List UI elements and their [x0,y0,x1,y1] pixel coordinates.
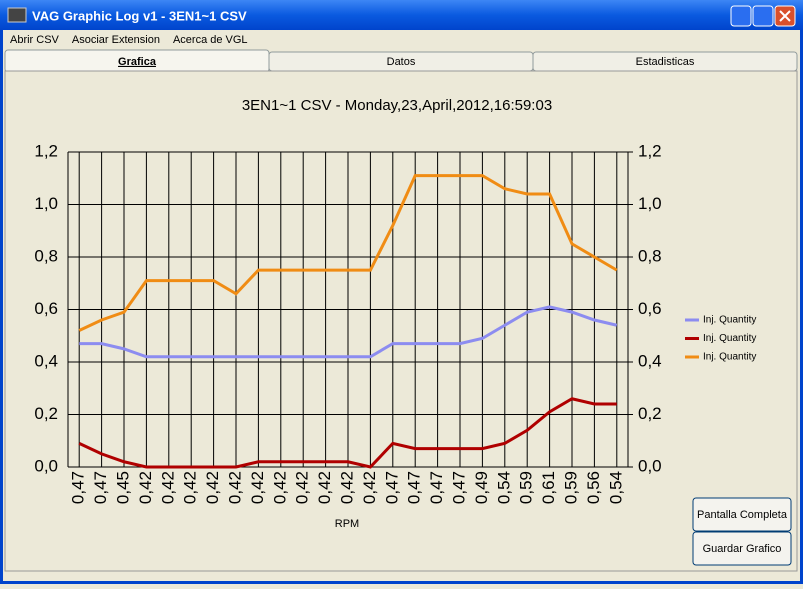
title-bar [0,0,803,30]
chart: 0,0 0,2 0,4 0,6 0,8 1,0 1,2 0,0 0,2 0,4 0,6 0,8 1,0 1… [34,141,756,504]
button-label[interactable]: Guardar Grafico [703,543,782,555]
x-tick-label: 0,45 [113,471,132,504]
x-tick-label: 0,59 [517,471,536,504]
x-tick-label: 0,47 [449,471,468,504]
x-tick-label: 0,42 [248,471,267,504]
close-icon [779,10,791,22]
y-tick-label: 0,0 [34,456,58,475]
minimize-button[interactable] [730,5,752,27]
y2-tick-label: 0,4 [638,351,662,370]
button-group: Pantalla Completa Guardar Grafico [692,497,792,566]
y2-tick-label: 1,0 [638,194,662,213]
x-tick-label: 0,42 [158,471,177,504]
maximize-button[interactable] [752,5,774,27]
y2-tick-label: 0,6 [638,299,662,318]
x-tick-label: 0,42 [181,471,200,504]
x-tick-label: 0,42 [315,471,334,504]
x-tick-label: 0,42 [270,471,289,504]
app-icon [7,7,27,23]
x-tick-label: 0,49 [472,471,491,504]
y-tick-label: 1,2 [34,141,58,160]
y-tick-label: 0,8 [34,246,58,265]
legend-label: Inj. Quantity [703,333,756,344]
x-tick-label: 0,56 [584,471,603,504]
y-tick-label: 1,0 [34,194,58,213]
tab-label[interactable]: Estadisticas [636,56,695,68]
menu-item[interactable]: Asociar Extension [72,34,160,46]
y2-tick-label: 0,0 [638,456,662,475]
series-line [78,397,617,469]
menu-item[interactable]: Acerca de VGL [173,34,248,46]
y2-tick-label: 1,2 [638,141,662,160]
y2-tick-label: 0,8 [638,246,662,265]
x-tick-label: 0,59 [561,471,580,504]
x-tick-label: 0,54 [494,471,513,504]
x-tick-label: 0,47 [405,471,424,504]
legend-label: Inj. Quantity [703,352,756,363]
x-axis-label: RPM [335,518,359,530]
x-tick-label: 0,47 [382,471,401,504]
y-tick-label: 0,4 [34,351,58,370]
legend-label: Inj. Quantity [703,315,756,326]
button[interactable] [692,531,792,566]
x-tick-label: 0,42 [136,471,155,504]
button[interactable] [692,497,792,532]
tab-label[interactable]: Grafica [118,56,157,68]
x-tick-label: 0,47 [69,471,88,504]
tab-panel [4,70,798,572]
y-tick-label: 0,2 [34,404,58,423]
x-tick-label: 0,54 [606,471,625,504]
x-tick-label: 0,47 [427,471,446,504]
x-tick-label: 0,61 [539,471,558,504]
tab-label[interactable]: Datos [387,56,416,68]
x-tick-label: 0,42 [225,471,244,504]
x-tick-label: 0,42 [203,471,222,504]
x-tick-label: 0,42 [360,471,379,504]
series-line [79,305,618,359]
menu-bar: Abrir CSV Asociar Extension Acerca de VGL [10,34,248,46]
x-tick-label: 0,47 [91,471,110,504]
x-tick-label: 0,42 [337,471,356,504]
tab-bar: Grafica Datos Estadisticas [4,49,798,73]
menu-item[interactable]: Abrir CSV [10,34,60,46]
y-tick-label: 0,6 [34,299,58,318]
chart-title: 3EN1~1 CSV - Monday,23,April,2012,16:59:… [242,97,552,114]
button-label[interactable]: Pantalla Completa [697,509,788,521]
window-title: VAG Graphic Log v1 - 3EN1~1 CSV [32,8,247,23]
y2-tick-label: 0,2 [638,404,662,423]
x-tick-label: 0,42 [293,471,312,504]
series-line [78,174,618,332]
